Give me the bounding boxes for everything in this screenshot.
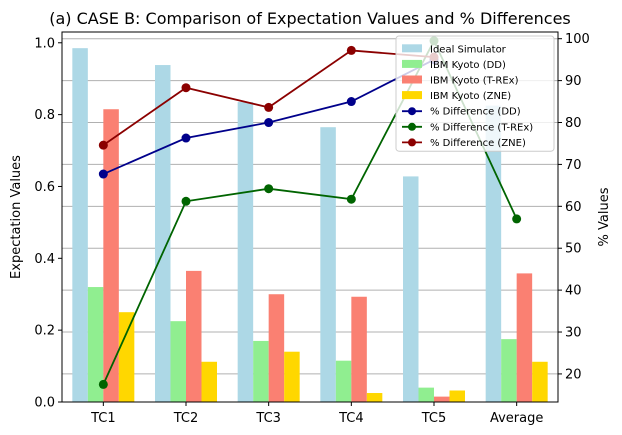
- point--difference-dd--tc2: [181, 133, 191, 143]
- bar-ibm-kyoto-zne--average: [532, 361, 548, 402]
- y-axis-label: Expectation Values: [9, 155, 24, 279]
- bar-ibm-kyoto-dd--tc5: [418, 387, 434, 402]
- legend-label-ibm-kyoto-zne-: IBM Kyoto (ZNE): [430, 91, 511, 102]
- point--difference-dd--tc1: [98, 169, 108, 179]
- bar-ibm-kyoto-dd--tc3: [253, 340, 269, 402]
- bar-ibm-kyoto-t-rex--tc2: [186, 270, 202, 402]
- bar-ibm-kyoto-zne--tc2: [201, 361, 217, 402]
- legend-label-ibm-kyoto-dd-: IBM Kyoto (DD): [430, 60, 506, 71]
- legend-label-ibm-kyoto-t-rex-: IBM Kyoto (T-REx): [430, 76, 519, 87]
- y2-tick-label: 90: [565, 74, 582, 89]
- y2-tick-label: 30: [565, 326, 582, 341]
- point--difference-zne--tc1: [98, 140, 108, 150]
- y2-tick-label: 60: [565, 200, 582, 215]
- bar-ideal-simulator-tc5: [403, 176, 419, 402]
- grid-layer: [62, 38, 558, 375]
- bar-ibm-kyoto-zne--tc5: [449, 390, 465, 402]
- point--difference-dd--tc3: [264, 118, 274, 128]
- y-tick-label: 0.0: [34, 396, 55, 411]
- legend-label--difference-t-rex-: % Difference (T-REx): [430, 122, 533, 133]
- bar-ibm-kyoto-t-rex--tc4: [351, 296, 367, 402]
- point--difference-t-rex--tc3: [264, 184, 274, 194]
- legend-label-ideal-simulator: Ideal Simulator: [430, 44, 507, 55]
- bar-ibm-kyoto-t-rex--tc5: [434, 396, 450, 402]
- x-tick-label-tc5: TC5: [421, 411, 447, 426]
- bar-ibm-kyoto-dd--tc2: [170, 321, 186, 402]
- point--difference-t-rex--tc4: [346, 194, 356, 204]
- point--difference-dd--tc4: [346, 97, 356, 107]
- legend-box: [395, 35, 555, 152]
- y-tick-label: 0.4: [34, 252, 55, 267]
- line--difference-zne-: [102, 49, 435, 146]
- axes-layer: 0.0 0.2 0.4 0.6 0.8 1.0 20 30 40 50 60 70 80 90 100 TC1…: [34, 32, 590, 426]
- line--difference-dd-: [102, 58, 435, 175]
- bar-ibm-kyoto-t-rex--average: [516, 273, 533, 402]
- y2-axis-label: % Values: [597, 187, 612, 246]
- bar-ideal-simulator-tc3: [237, 102, 254, 402]
- legend-label--difference-dd-: % Difference (DD): [430, 107, 521, 118]
- x-tick-label-tc4: TC4: [338, 411, 364, 426]
- legend-marker--difference-zne-: [408, 138, 416, 147]
- legend-marker--difference-t-rex-: [408, 122, 416, 131]
- x-tick-label-tc2: TC2: [173, 411, 199, 426]
- y2-tick-label: 40: [565, 284, 582, 299]
- legend-marker--difference-dd-: [408, 107, 416, 116]
- bar-ibm-kyoto-dd--average: [501, 339, 517, 402]
- point--difference-t-rex--tc2: [181, 196, 191, 206]
- bar-ibm-kyoto-t-rex--tc1: [103, 109, 119, 403]
- chart-title: (a) CASE B: Comparison of Expectation Va…: [49, 9, 571, 28]
- y2-tick-label: 20: [565, 367, 582, 382]
- point--difference-zne--tc2: [181, 83, 191, 93]
- bar-ibm-kyoto-zne--tc3: [284, 351, 300, 402]
- point--difference-t-rex--average: [512, 214, 522, 224]
- y-tick-label: 0.8: [34, 108, 55, 123]
- point--difference-zne--tc3: [264, 102, 274, 112]
- y-tick-label: 1.0: [34, 36, 55, 51]
- bar-ibm-kyoto-dd--tc4: [335, 360, 352, 402]
- legend-label--difference-zne-: % Difference (ZNE): [430, 138, 526, 149]
- bar-ibm-kyoto-zne--tc1: [118, 312, 135, 402]
- point--difference-zne--tc4: [346, 45, 356, 55]
- y2-tick-label: 50: [565, 242, 582, 257]
- x-tick-label-average: Average: [490, 411, 543, 426]
- x-tick-label-tc1: TC1: [90, 411, 116, 426]
- y-tick-label: 0.6: [34, 180, 55, 195]
- legend-swatch-ibm-kyoto-dd-: [402, 59, 422, 68]
- plot-frame: [61, 31, 559, 403]
- bar-ibm-kyoto-zne--tc4: [366, 393, 383, 402]
- bar-ibm-kyoto-dd--tc1: [87, 287, 104, 402]
- legend-swatch-ibm-kyoto-t-rex-: [402, 75, 422, 84]
- y2-tick-label: 70: [565, 158, 582, 173]
- legend-swatch-ibm-kyoto-zne-: [402, 91, 422, 100]
- bar-ibm-kyoto-t-rex--tc3: [268, 294, 285, 402]
- y2-tick-label: 100: [565, 32, 590, 47]
- legend-swatch-ideal-simulator: [402, 44, 422, 53]
- y2-tick-label: 80: [565, 116, 582, 131]
- bar-ideal-simulator-tc4: [320, 127, 336, 402]
- bar-ideal-simulator-average: [485, 105, 502, 402]
- point--difference-t-rex--tc1: [98, 379, 108, 389]
- x-tick-label-tc3: TC3: [255, 411, 281, 426]
- y-tick-label: 0.2: [34, 324, 55, 339]
- bar-ideal-simulator-tc1: [72, 48, 88, 403]
- legend: Ideal Simulator IBM Kyoto (DD) IBM Kyoto (…: [395, 35, 555, 152]
- bar-ideal-simulator-tc2: [155, 65, 171, 402]
